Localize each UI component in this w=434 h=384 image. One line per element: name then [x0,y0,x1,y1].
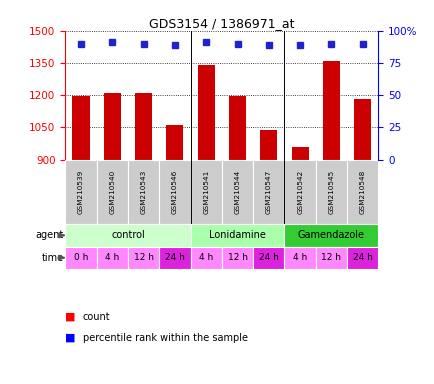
Bar [159,160,190,224]
Bar [96,160,128,224]
Bar [221,160,253,224]
Text: 24 h: 24 h [164,253,184,262]
Bar [190,224,284,247]
Text: agent: agent [35,230,63,240]
Text: GSM210539: GSM210539 [78,170,84,214]
Text: 0 h: 0 h [73,253,88,262]
Bar [284,160,315,224]
Bar [284,247,315,269]
Bar [128,247,159,269]
Bar [346,247,378,269]
Text: ■: ■ [65,333,76,343]
Text: GSM210546: GSM210546 [171,170,178,214]
Bar [353,99,371,160]
Text: GSM210548: GSM210548 [359,170,365,214]
Bar [65,160,96,224]
Bar [221,247,253,269]
Bar [103,93,121,160]
Text: 24 h: 24 h [352,253,372,262]
Bar [166,125,183,160]
Bar [260,130,277,160]
Text: GSM210541: GSM210541 [203,170,209,214]
Text: GSM210545: GSM210545 [328,170,334,214]
Text: Gamendazole: Gamendazole [297,230,364,240]
Bar [253,247,284,269]
Bar [128,160,159,224]
Bar [284,224,378,247]
Text: time: time [42,253,63,263]
Bar [253,160,284,224]
Text: GSM210540: GSM210540 [109,170,115,214]
Bar [190,247,221,269]
Text: control: control [111,230,145,240]
Text: ■: ■ [65,312,76,322]
Bar [315,247,346,269]
Bar [291,147,308,160]
Bar [228,96,246,160]
Bar [65,247,96,269]
Text: GSM210542: GSM210542 [296,170,302,214]
Text: 12 h: 12 h [321,253,341,262]
Bar [159,247,190,269]
Text: percentile rank within the sample: percentile rank within the sample [82,333,247,343]
Text: 4 h: 4 h [199,253,213,262]
Bar [322,61,339,160]
Bar [197,65,214,160]
Text: 4 h: 4 h [105,253,119,262]
Bar [190,160,221,224]
Text: 4 h: 4 h [293,253,306,262]
Text: Lonidamine: Lonidamine [209,230,265,240]
Text: 12 h: 12 h [133,253,153,262]
Text: 12 h: 12 h [227,253,247,262]
Bar [65,224,190,247]
Bar [96,247,128,269]
Text: GSM210544: GSM210544 [234,170,240,214]
Title: GDS3154 / 1386971_at: GDS3154 / 1386971_at [149,17,294,30]
Text: 24 h: 24 h [258,253,278,262]
Bar [135,93,152,160]
Bar [346,160,378,224]
Bar [72,96,89,160]
Text: count: count [82,312,110,322]
Text: GSM210543: GSM210543 [140,170,146,214]
Bar [315,160,346,224]
Text: GSM210547: GSM210547 [265,170,271,214]
